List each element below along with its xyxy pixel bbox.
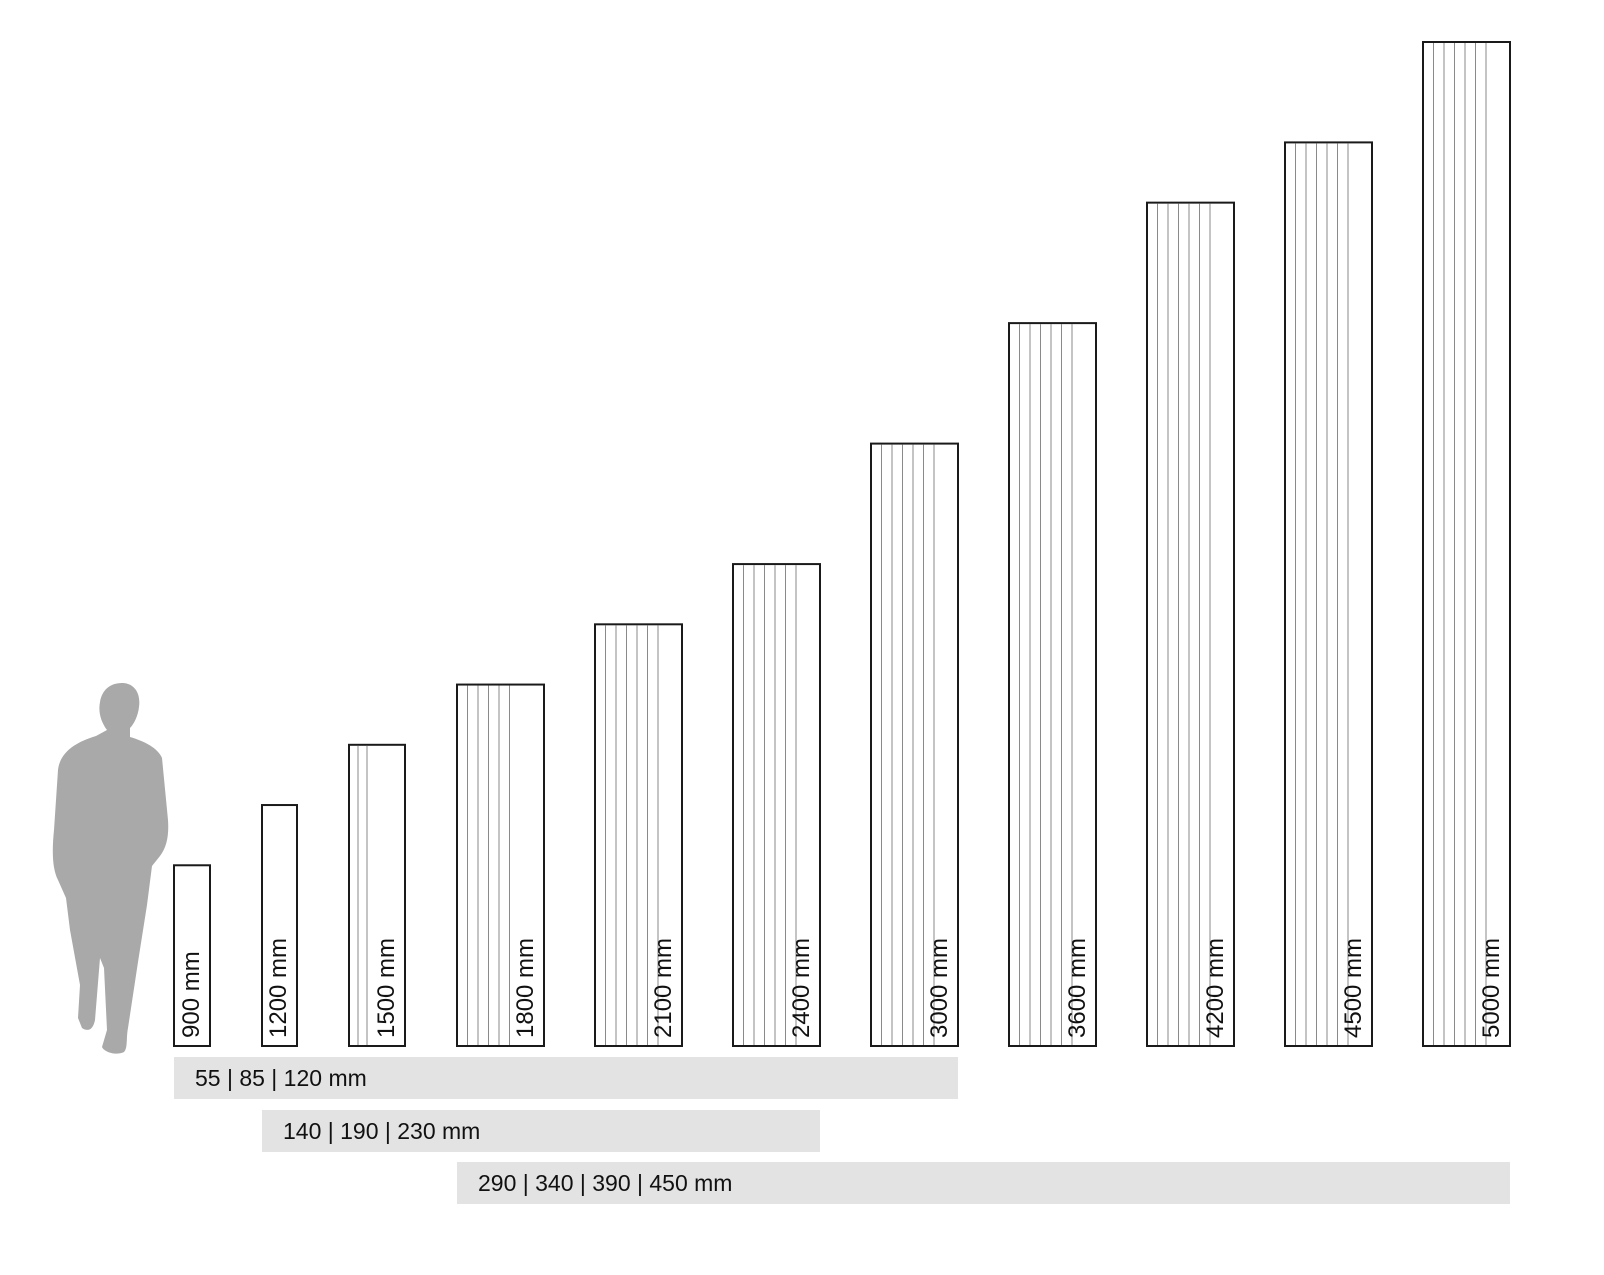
panel-outline — [1284, 141, 1373, 1047]
width-band-label: 140 | 190 | 230 mm — [283, 1118, 480, 1144]
panel-4500: 4500 mm — [1284, 141, 1373, 1047]
panel-outline — [1008, 322, 1097, 1047]
panel-height-label: 1800 mm — [512, 938, 539, 1038]
panel-outline — [456, 683, 545, 1047]
width-band-label: 290 | 340 | 390 | 450 mm — [478, 1170, 732, 1196]
panel-3600: 3600 mm — [1008, 322, 1097, 1047]
panel-height-label: 1500 mm — [373, 938, 400, 1038]
width-band-label: 55 | 85 | 120 mm — [195, 1065, 367, 1091]
panel-outline — [1146, 201, 1235, 1047]
width-band: 55 | 85 | 120 mm — [174, 1057, 958, 1099]
panel-1500: 1500 mm — [348, 743, 406, 1047]
panel-height-label: 3600 mm — [1064, 938, 1091, 1038]
panel-4200: 4200 mm — [1146, 201, 1235, 1047]
panel-outline — [173, 864, 211, 1048]
width-band: 290 | 340 | 390 | 450 mm — [457, 1162, 1510, 1204]
panel-1800: 1800 mm — [456, 683, 545, 1047]
panel-outline — [594, 623, 683, 1047]
panel-outline — [1422, 41, 1511, 1047]
panel-height-label: 1200 mm — [265, 938, 292, 1038]
panel-height-label: 4200 mm — [1202, 938, 1229, 1038]
panel-5000: 5000 mm — [1422, 41, 1511, 1047]
panel-3000: 3000 mm — [870, 442, 959, 1048]
panel-height-label: 900 mm — [178, 951, 205, 1038]
panel-height-label: 5000 mm — [1478, 938, 1505, 1038]
width-band-bar — [262, 1110, 820, 1152]
panel-height-label: 2400 mm — [788, 938, 815, 1038]
panel-2100: 2100 mm — [594, 623, 683, 1047]
width-band-bar — [174, 1057, 958, 1099]
width-band: 140 | 190 | 230 mm — [262, 1110, 820, 1152]
panel-outline — [870, 442, 959, 1048]
panel-height-label: 2100 mm — [650, 938, 677, 1038]
width-band-bar — [457, 1162, 1510, 1204]
panel-2400: 2400 mm — [732, 563, 821, 1048]
person-silhouette — [52, 683, 169, 1054]
panel-height-label: 3000 mm — [926, 938, 953, 1038]
panel-900: 900 mm — [173, 864, 211, 1048]
panel-height-label: 4500 mm — [1340, 938, 1367, 1038]
panel-1200: 1200 mm — [261, 804, 298, 1047]
panel-outline — [732, 563, 821, 1048]
panel-outline — [261, 804, 298, 1047]
